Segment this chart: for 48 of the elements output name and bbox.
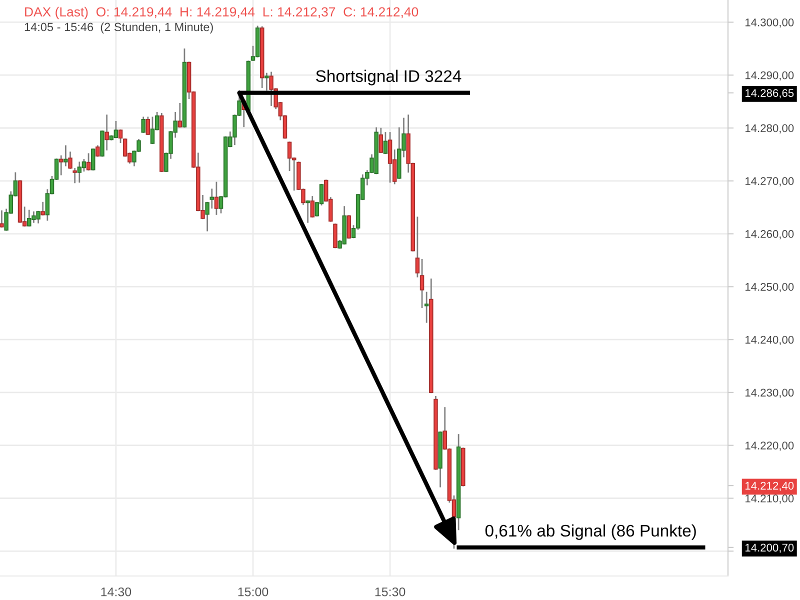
candlestick — [150, 116, 155, 144]
candlestick — [178, 102, 182, 128]
y-tick-label: 14.290,00 — [746, 71, 794, 81]
candlestick — [59, 155, 64, 176]
candlestick — [214, 182, 219, 215]
y-tick-label: 14.210,00 — [746, 494, 794, 504]
candlestick — [415, 216, 420, 278]
candlestick — [146, 116, 150, 136]
candlestick — [383, 132, 388, 154]
candlestick — [40, 202, 45, 216]
y-tick-label: 14.300,00 — [746, 18, 794, 28]
y-tick-label: 14.212,40 — [746, 482, 794, 491]
candlestick — [118, 129, 123, 143]
candlestick — [64, 145, 68, 166]
y-tick-label: 14.260,00 — [746, 230, 794, 240]
candlestick — [141, 116, 146, 133]
candlestick — [264, 72, 269, 91]
candlestick — [378, 128, 384, 154]
text: 14:05 - 15:46 (2 Stunden, 1 Minute) — [24, 22, 213, 34]
x-tick-label: 15:30 — [375, 587, 406, 596]
series-label: Shortsignal ID 3224 — [316, 70, 462, 86]
y-tick-label: 14.220,00 — [746, 442, 794, 451]
candlestick — [86, 153, 91, 170]
y-tick-label: 14.230,00 — [746, 388, 794, 398]
y-tick-label: 14.200,70 — [746, 544, 794, 553]
candlestick — [388, 132, 392, 183]
candlestick — [90, 148, 96, 170]
y-tick-label: 14.286,65 — [746, 89, 794, 98]
candlestick — [346, 215, 352, 239]
y-tick-label: 14.270,00 — [746, 177, 794, 186]
x-tick-label: 15:00 — [238, 587, 268, 596]
candlestick — [0, 210, 4, 228]
candlestick — [306, 200, 310, 223]
annotation: 0,61% ab Signal (86 Punkte) — [485, 524, 696, 540]
y-tick-label: 14.280,00 — [746, 124, 794, 134]
candlestick — [82, 159, 86, 172]
x-tick-label: 14:30 — [101, 587, 132, 596]
y-tick-label: 14.250,00 — [746, 282, 794, 292]
candlestick — [424, 292, 429, 323]
y-tick-label: 14.240,00 — [746, 336, 794, 346]
candlestick — [420, 259, 424, 308]
candlestick — [96, 145, 100, 157]
candlestick — [287, 142, 292, 172]
candlestick — [104, 114, 109, 150]
candlestick — [310, 196, 315, 218]
candlestick — [333, 224, 338, 248]
candlestick — [77, 162, 82, 183]
chart-title: DAX (Last) O: 14.219,44 H: 14.219,44 L: 14.212,37 C: 14.212,40 — [25, 6, 418, 20]
